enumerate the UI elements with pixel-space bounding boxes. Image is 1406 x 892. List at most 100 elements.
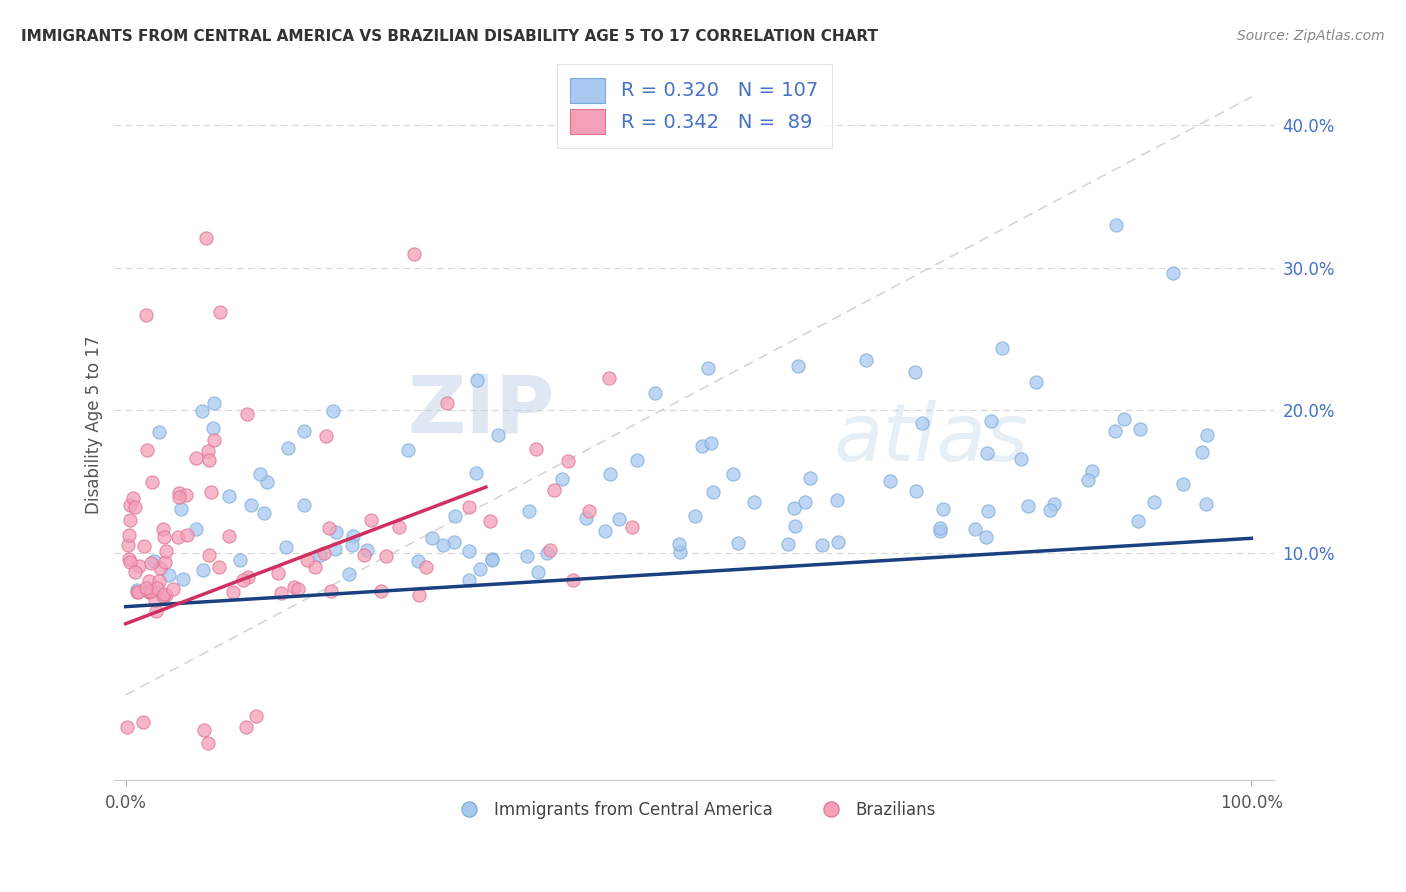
Point	[277, 442, 299, 456]
Point	[267, 566, 290, 580]
Point	[415, 560, 437, 574]
Point	[274, 540, 297, 554]
Point	[198, 453, 221, 467]
Point	[184, 522, 207, 536]
Point	[172, 573, 194, 587]
Text: ZIP: ZIP	[408, 371, 555, 450]
Point	[1043, 497, 1066, 511]
Point	[193, 723, 215, 737]
Point	[388, 520, 411, 534]
Point	[253, 506, 276, 520]
Point	[134, 539, 156, 553]
Point	[287, 582, 309, 597]
Point	[139, 556, 162, 570]
Point	[170, 502, 193, 516]
Point	[143, 554, 166, 568]
Point	[465, 466, 488, 480]
Point	[342, 529, 364, 543]
Point	[197, 443, 219, 458]
Point	[458, 544, 481, 558]
Point	[256, 475, 278, 490]
Point	[118, 528, 141, 542]
Point	[595, 524, 617, 538]
Point	[468, 562, 491, 576]
Point	[827, 535, 849, 549]
Point	[1195, 427, 1218, 442]
Point	[524, 442, 547, 457]
Point	[337, 566, 360, 581]
Point	[148, 574, 170, 589]
Point	[152, 589, 174, 603]
Point	[516, 549, 538, 563]
Point	[198, 548, 221, 562]
Point	[356, 543, 378, 558]
Point	[194, 231, 217, 245]
Text: Source: ZipAtlas.com: Source: ZipAtlas.com	[1237, 29, 1385, 43]
Point	[517, 504, 540, 518]
Point	[457, 574, 479, 588]
Point	[406, 554, 429, 568]
Point	[118, 552, 141, 566]
Point	[1104, 424, 1126, 438]
Point	[609, 512, 631, 526]
Point	[167, 486, 190, 500]
Point	[218, 489, 240, 503]
Point	[155, 588, 177, 602]
Point	[1173, 477, 1195, 491]
Point	[221, 584, 243, 599]
Point	[1191, 445, 1213, 459]
Point	[465, 373, 488, 387]
Point	[136, 583, 159, 598]
Point	[974, 531, 997, 545]
Point	[683, 508, 706, 523]
Point	[644, 385, 666, 400]
Point	[1017, 499, 1039, 513]
Point	[153, 530, 176, 544]
Point	[420, 531, 443, 545]
Point	[304, 560, 326, 574]
Point	[976, 446, 998, 460]
Point	[200, 484, 222, 499]
Point	[575, 511, 598, 525]
Point	[127, 585, 149, 599]
Point	[124, 500, 146, 514]
Legend: Immigrants from Central America, Brazilians: Immigrants from Central America, Brazili…	[446, 794, 943, 825]
Point	[786, 359, 808, 374]
Point	[135, 308, 157, 322]
Point	[702, 484, 724, 499]
Point	[481, 553, 503, 567]
Point	[1112, 411, 1135, 425]
Point	[155, 555, 177, 569]
Point	[117, 538, 139, 552]
Point	[1161, 267, 1184, 281]
Point	[193, 563, 215, 577]
Point	[120, 513, 142, 527]
Point	[340, 538, 363, 552]
Point	[232, 573, 254, 587]
Point	[152, 523, 174, 537]
Point	[122, 491, 145, 506]
Point	[323, 542, 346, 557]
Point	[1081, 464, 1104, 478]
Point	[1010, 452, 1032, 467]
Point	[561, 573, 583, 587]
Text: IMMIGRANTS FROM CENTRAL AMERICA VS BRAZILIAN DISABILITY AGE 5 TO 17 CORRELATION : IMMIGRANTS FROM CENTRAL AMERICA VS BRAZI…	[21, 29, 879, 44]
Point	[976, 504, 998, 518]
Point	[202, 396, 225, 410]
Point	[207, 560, 229, 574]
Point	[167, 530, 190, 544]
Point	[1126, 514, 1149, 528]
Point	[396, 442, 419, 457]
Point	[143, 592, 166, 607]
Point	[321, 583, 343, 598]
Point	[1105, 218, 1128, 232]
Point	[1039, 502, 1062, 516]
Point	[292, 498, 315, 512]
Point	[370, 584, 392, 599]
Point	[236, 570, 259, 584]
Point	[145, 604, 167, 618]
Point	[360, 513, 382, 527]
Point	[783, 500, 806, 515]
Text: atlas: atlas	[834, 400, 1028, 477]
Point	[929, 521, 952, 535]
